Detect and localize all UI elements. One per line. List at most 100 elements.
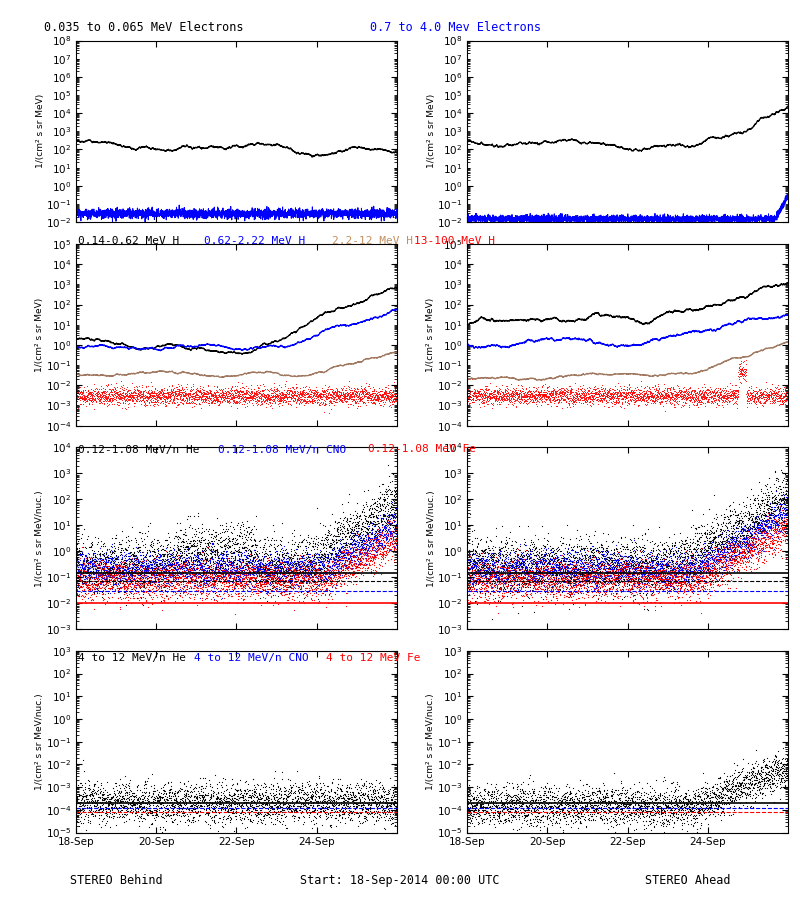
Point — [337, 807, 350, 822]
Point — [124, 796, 137, 811]
Point — [620, 783, 633, 797]
Point — [310, 396, 323, 410]
Point — [663, 383, 676, 398]
Point — [682, 575, 695, 590]
Point — [690, 572, 703, 586]
Point — [274, 559, 286, 573]
Point — [693, 395, 706, 410]
Point — [74, 572, 86, 586]
Point — [129, 568, 142, 582]
Point — [777, 513, 790, 527]
Point — [371, 389, 384, 403]
Point — [642, 384, 654, 399]
Point — [580, 572, 593, 587]
Point — [241, 559, 254, 573]
Point — [265, 382, 278, 397]
Point — [247, 531, 260, 545]
Point — [188, 789, 201, 804]
Point — [289, 557, 302, 572]
Point — [190, 384, 202, 399]
Point — [557, 552, 570, 566]
Point — [716, 384, 729, 399]
Point — [768, 522, 781, 536]
Point — [154, 584, 166, 598]
Point — [389, 528, 402, 543]
Point — [515, 555, 528, 570]
Point — [700, 554, 713, 568]
Point — [197, 570, 210, 584]
Point — [343, 541, 356, 555]
Point — [742, 779, 754, 794]
Point — [323, 394, 336, 409]
Point — [207, 592, 220, 607]
Point — [663, 568, 676, 582]
Point — [272, 574, 285, 589]
Point — [654, 581, 666, 596]
Point — [342, 558, 355, 572]
Point — [595, 813, 608, 827]
Point — [285, 565, 298, 580]
Point — [129, 563, 142, 578]
Point — [617, 796, 630, 810]
Point — [227, 562, 240, 576]
Point — [729, 558, 742, 572]
Point — [520, 566, 533, 580]
Point — [665, 578, 678, 592]
Point — [463, 574, 476, 589]
Point — [597, 381, 610, 395]
Point — [507, 562, 520, 576]
Point — [712, 527, 725, 542]
Point — [153, 789, 166, 804]
Point — [190, 575, 203, 590]
Point — [293, 558, 306, 572]
Point — [702, 568, 715, 582]
Point — [616, 796, 629, 810]
Point — [230, 559, 243, 573]
Point — [718, 544, 731, 559]
Point — [776, 487, 789, 501]
Point — [710, 795, 722, 809]
Point — [158, 546, 170, 561]
Point — [238, 390, 250, 404]
Point — [305, 392, 318, 406]
Point — [134, 590, 147, 605]
Point — [306, 789, 318, 804]
Point — [625, 791, 638, 806]
Point — [194, 576, 207, 590]
Point — [282, 535, 294, 549]
Point — [557, 788, 570, 802]
Point — [734, 540, 747, 554]
Point — [386, 513, 399, 527]
Point — [614, 566, 627, 580]
Point — [705, 536, 718, 551]
Point — [494, 387, 506, 401]
Point — [536, 555, 549, 570]
Point — [488, 564, 501, 579]
Point — [310, 566, 323, 580]
Point — [690, 571, 702, 585]
Point — [562, 574, 574, 589]
Point — [762, 765, 775, 779]
Point — [686, 794, 698, 808]
Point — [686, 391, 698, 405]
Point — [118, 389, 131, 403]
Point — [73, 799, 86, 814]
Point — [194, 551, 207, 565]
Point — [643, 562, 656, 577]
Point — [562, 382, 574, 397]
Point — [313, 562, 326, 576]
Point — [217, 545, 230, 560]
Point — [318, 588, 331, 602]
Point — [380, 523, 393, 537]
Point — [90, 562, 102, 577]
Point — [585, 813, 598, 827]
Point — [685, 813, 698, 827]
Point — [332, 792, 345, 806]
Point — [128, 564, 141, 579]
Point — [186, 394, 198, 409]
Point — [672, 387, 685, 401]
Point — [477, 544, 490, 559]
Point — [79, 572, 92, 587]
Point — [523, 569, 536, 583]
Point — [204, 778, 217, 792]
